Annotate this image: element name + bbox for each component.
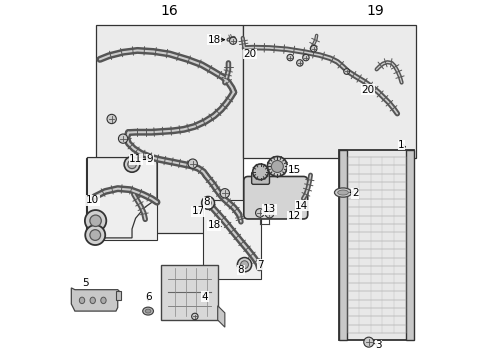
Ellipse shape bbox=[142, 307, 153, 315]
Text: 2: 2 bbox=[351, 188, 358, 198]
Text: 7: 7 bbox=[257, 260, 264, 270]
Ellipse shape bbox=[145, 309, 151, 313]
Ellipse shape bbox=[337, 190, 347, 195]
Text: 9: 9 bbox=[146, 154, 153, 164]
Circle shape bbox=[191, 313, 198, 320]
Bar bbox=[96, 26, 242, 233]
Circle shape bbox=[302, 54, 308, 61]
Bar bbox=[85, 158, 157, 240]
Circle shape bbox=[296, 60, 303, 66]
Circle shape bbox=[363, 337, 373, 347]
Text: 17: 17 bbox=[191, 206, 204, 216]
Circle shape bbox=[310, 45, 316, 52]
Text: 13: 13 bbox=[263, 204, 276, 214]
Circle shape bbox=[85, 225, 105, 245]
Circle shape bbox=[255, 208, 264, 217]
Text: 15: 15 bbox=[287, 165, 301, 175]
Text: 1: 1 bbox=[398, 140, 404, 150]
FancyBboxPatch shape bbox=[251, 172, 269, 184]
Text: 6: 6 bbox=[144, 292, 151, 302]
Ellipse shape bbox=[101, 297, 106, 303]
Text: 18: 18 bbox=[207, 35, 220, 45]
Ellipse shape bbox=[90, 297, 95, 303]
Text: 3: 3 bbox=[374, 340, 381, 350]
Circle shape bbox=[220, 189, 229, 198]
Text: 14: 14 bbox=[294, 201, 307, 211]
Ellipse shape bbox=[79, 297, 84, 303]
Bar bbox=[203, 201, 260, 279]
Polygon shape bbox=[116, 292, 121, 300]
Circle shape bbox=[252, 164, 268, 180]
Text: 11: 11 bbox=[129, 154, 142, 164]
Bar bbox=[160, 265, 217, 320]
Circle shape bbox=[286, 54, 293, 61]
Circle shape bbox=[124, 157, 140, 172]
Circle shape bbox=[204, 200, 211, 206]
Circle shape bbox=[343, 69, 349, 75]
Circle shape bbox=[264, 209, 273, 218]
Text: 16: 16 bbox=[161, 4, 178, 18]
Text: 5: 5 bbox=[82, 278, 89, 288]
Bar bbox=[339, 150, 413, 340]
Circle shape bbox=[107, 114, 116, 123]
Circle shape bbox=[201, 197, 214, 209]
Circle shape bbox=[90, 215, 101, 226]
Text: 20: 20 bbox=[361, 85, 373, 95]
Circle shape bbox=[90, 230, 101, 240]
FancyBboxPatch shape bbox=[244, 176, 307, 219]
Text: 4: 4 bbox=[202, 292, 208, 302]
Bar bbox=[339, 150, 346, 340]
Ellipse shape bbox=[334, 188, 351, 197]
Circle shape bbox=[237, 257, 251, 272]
Circle shape bbox=[240, 261, 248, 269]
Polygon shape bbox=[217, 306, 224, 327]
Text: 19: 19 bbox=[365, 4, 383, 18]
Polygon shape bbox=[87, 158, 157, 238]
Circle shape bbox=[267, 157, 287, 176]
Circle shape bbox=[127, 160, 136, 168]
Text: 20: 20 bbox=[243, 49, 256, 59]
Circle shape bbox=[85, 210, 106, 231]
Text: 8: 8 bbox=[237, 265, 244, 275]
Bar bbox=[242, 26, 415, 158]
Text: 12: 12 bbox=[287, 211, 301, 221]
Text: 10: 10 bbox=[86, 195, 99, 206]
Text: 18: 18 bbox=[207, 220, 220, 230]
Circle shape bbox=[271, 161, 283, 172]
Circle shape bbox=[188, 159, 197, 168]
Text: 8: 8 bbox=[203, 197, 210, 207]
Circle shape bbox=[229, 37, 236, 44]
Polygon shape bbox=[71, 288, 121, 311]
Bar bbox=[406, 150, 413, 340]
Circle shape bbox=[118, 134, 127, 143]
